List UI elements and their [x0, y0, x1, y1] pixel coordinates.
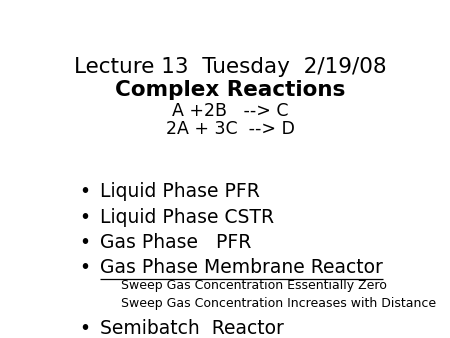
Text: A +2B   --> C: A +2B --> C	[172, 102, 289, 120]
Text: 2A + 3C  --> D: 2A + 3C --> D	[166, 120, 295, 139]
Text: •: •	[79, 233, 90, 252]
Text: Lecture 13  Tuesday  2/19/08: Lecture 13 Tuesday 2/19/08	[74, 57, 387, 77]
Text: Sweep Gas Concentration Increases with Distance: Sweep Gas Concentration Increases with D…	[121, 297, 436, 310]
Text: Semibatch  Reactor: Semibatch Reactor	[100, 318, 284, 338]
Text: Complex Reactions: Complex Reactions	[116, 80, 346, 100]
Text: Gas Phase Membrane Reactor: Gas Phase Membrane Reactor	[100, 258, 382, 277]
Text: •: •	[79, 318, 90, 338]
Text: •: •	[79, 258, 90, 277]
Text: •: •	[79, 183, 90, 201]
Text: Sweep Gas Concentration Essentially Zero: Sweep Gas Concentration Essentially Zero	[121, 280, 387, 292]
Text: Liquid Phase PFR: Liquid Phase PFR	[100, 183, 260, 201]
Text: Liquid Phase CSTR: Liquid Phase CSTR	[100, 208, 274, 227]
Text: •: •	[79, 208, 90, 227]
Text: Gas Phase   PFR: Gas Phase PFR	[100, 233, 251, 252]
